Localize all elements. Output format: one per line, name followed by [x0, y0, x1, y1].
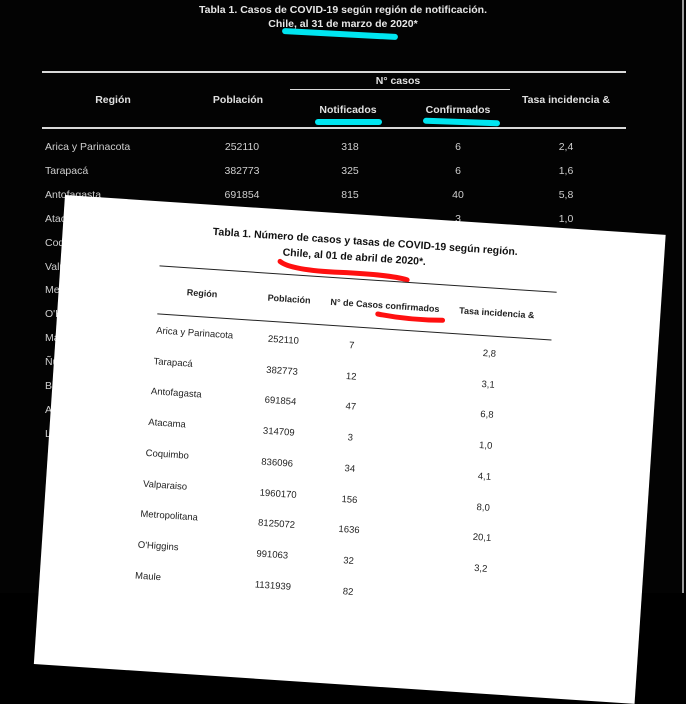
header-notified: Notificados: [319, 104, 377, 116]
header-population: Población: [212, 94, 264, 106]
front-row-region: Tarapacá: [153, 355, 193, 370]
cases-group-rule: [290, 89, 510, 90]
front-row-region: Maule: [134, 570, 162, 583]
front-row-population: 382773: [265, 364, 299, 378]
header-cases-group: N° casos: [375, 75, 421, 87]
front-row-rate: 1,0: [478, 440, 493, 452]
front-row-population: 836096: [260, 456, 294, 470]
back-row-confirmed: 6: [455, 141, 461, 153]
front-row-rate: 4,1: [477, 470, 492, 483]
cyan-highlight-notified: [315, 119, 382, 125]
front-row-confirmed: 156: [341, 493, 358, 506]
front-row-rate: 3,1: [481, 378, 496, 391]
header-confirmed: Confirmados: [425, 104, 491, 116]
front-row-population: 991063: [256, 548, 289, 562]
front-header-region: Región: [186, 287, 218, 300]
red-highlights: [277, 258, 446, 323]
back-row-notified: 815: [341, 188, 359, 201]
header-rate: Tasa incidencia &: [522, 94, 610, 106]
back-row-rate: 2,4: [558, 141, 574, 153]
front-row-rate: 2,8: [482, 348, 497, 360]
front-row-population: 1131939: [254, 579, 292, 593]
back-row-rate: 1,6: [558, 164, 574, 177]
back-row-notified: 325: [341, 164, 359, 177]
back-row-notified: 318: [341, 141, 359, 153]
front-row-region: Coquimbo: [145, 447, 190, 462]
front-row-region: Valparaiso: [142, 478, 188, 493]
back-table-subtitle: Chile, al 31 de marzo de 2020*: [268, 18, 418, 30]
front-row-confirmed: 3: [347, 432, 354, 444]
front-row-rate: 8,0: [476, 501, 491, 514]
back-row-population: 382773: [224, 164, 260, 177]
back-row-confirmed: 6: [455, 164, 461, 177]
back-row-population: 252110: [224, 141, 260, 153]
front-row-population: 314709: [262, 425, 295, 439]
front-row-rate: 6,8: [479, 409, 494, 422]
front-row-confirmed: 12: [345, 370, 357, 383]
header-region: Región: [95, 94, 131, 106]
front-table-document: Tabla 1. Número de casos y tasas de COVI…: [33, 195, 666, 704]
front-row-region: Atacama: [147, 417, 187, 431]
window-edge: [682, 0, 684, 593]
front-row-confirmed: 7: [348, 340, 355, 352]
back-row-region: Tarapacá: [45, 164, 89, 177]
front-row-rate: 3,2: [473, 562, 488, 575]
cyan-highlight-confirmed: [422, 117, 501, 127]
back-row-rate: 5,8: [558, 188, 574, 201]
red-highlight-date: [277, 258, 410, 283]
back-table-title: Tabla 1. Casos de COVID-19 según región …: [198, 4, 488, 16]
front-row-rate: 20,1: [472, 531, 492, 545]
front-row-population: 8125072: [257, 517, 296, 532]
front-row-population: 1960170: [259, 487, 297, 501]
back-row-rate: 1,0: [558, 212, 574, 225]
front-row-region: Metropolitana: [140, 508, 199, 524]
top-rule: [42, 71, 626, 73]
back-row-region: Arica y Parinacota: [45, 141, 131, 153]
header-bottom-rule: [42, 127, 626, 129]
front-row-confirmed: 32: [342, 555, 355, 567]
front-row-confirmed: 47: [345, 401, 357, 414]
red-highlight-confirmed: [375, 311, 446, 323]
back-row-confirmed: 40: [452, 188, 464, 201]
front-row-population: 691854: [264, 395, 297, 409]
front-row-confirmed: 34: [344, 462, 356, 475]
front-row-region: O'Higgins: [137, 539, 179, 554]
back-row-population: 691854: [224, 188, 260, 201]
front-row-region: Antofagasta: [150, 386, 202, 401]
front-row-confirmed: 82: [342, 585, 354, 598]
back-row-confirmed: 3: [455, 212, 461, 225]
front-row-confirmed: 1636: [338, 524, 360, 537]
front-row-population: 252110: [267, 333, 300, 347]
